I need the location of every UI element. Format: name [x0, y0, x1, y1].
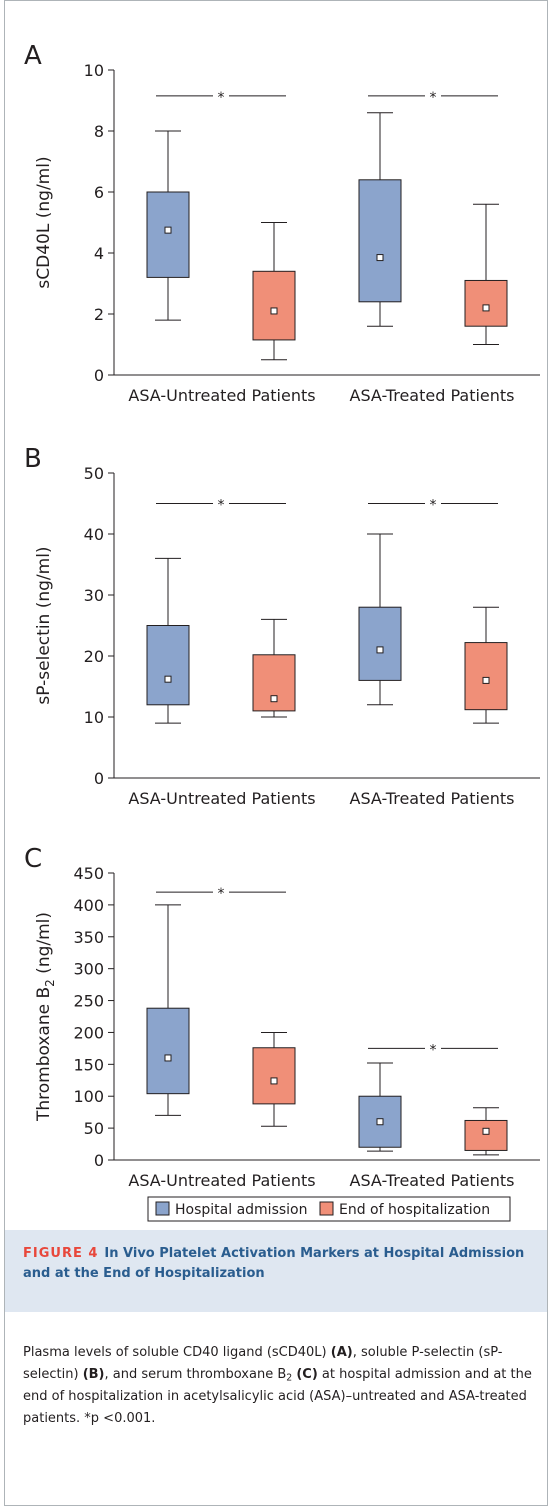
box-iqr	[146, 625, 190, 706]
box-iqr	[146, 191, 190, 278]
legend-label: End of hospitalization	[339, 1202, 490, 1218]
y-tick-label: 100	[73, 1087, 104, 1106]
x-category-label: ASA-Untreated Patients	[128, 1171, 315, 1190]
caption-text: , soluble P-selectin (sP-selectin)	[23, 1345, 503, 1382]
y-tick-label: 0	[94, 769, 104, 788]
y-axis-title: Thromboxane B2 (ng/ml)	[34, 912, 57, 1122]
median-marker	[482, 676, 490, 684]
box-iqr	[464, 279, 508, 327]
median-marker	[482, 304, 490, 312]
median-marker	[482, 1127, 490, 1135]
caption-ref-c: (C)	[296, 1367, 318, 1382]
y-tick-label: 2	[94, 305, 104, 324]
y-tick-label: 350	[73, 928, 104, 947]
significance-asterisk: *	[218, 498, 225, 514]
y-tick-label: 8	[94, 122, 104, 141]
significance-asterisk: *	[218, 90, 225, 106]
y-tick-label: 10	[84, 708, 104, 727]
y-tick-label: 450	[73, 864, 104, 883]
significance-asterisk: *	[430, 90, 437, 106]
figure-caption-title: FIGURE 4 In Vivo Platelet Activation Mark…	[23, 1244, 533, 1284]
x-category-label: ASA-Treated Patients	[350, 1171, 515, 1190]
box-iqr	[252, 654, 296, 712]
caption-text: , and serum thromboxane B	[104, 1367, 287, 1382]
y-tick-label: 0	[94, 1151, 104, 1170]
y-tick-label: 0	[94, 366, 104, 385]
y-tick-label: 50	[84, 464, 104, 483]
median-marker	[164, 1054, 172, 1062]
median-marker	[376, 254, 384, 262]
x-category-label: ASA-Untreated Patients	[128, 789, 315, 808]
caption-text: Plasma levels of soluble CD40 ligand (sC…	[23, 1345, 331, 1360]
y-tick-label: 6	[94, 183, 104, 202]
panel-label: B	[24, 444, 42, 474]
y-tick-label: 30	[84, 586, 104, 605]
box-iqr	[464, 1119, 508, 1151]
y-axis-title-subscript: 2	[43, 979, 57, 987]
box-iqr	[146, 1007, 190, 1095]
legend-label: Hospital admission	[175, 1202, 307, 1218]
y-tick-label: 40	[84, 525, 104, 544]
median-marker	[270, 307, 278, 315]
y-tick-label: 4	[94, 244, 104, 263]
figure-title: In Vivo Platelet Activation Markers at H…	[23, 1246, 525, 1281]
y-tick-label: 10	[84, 61, 104, 80]
box-iqr	[358, 179, 402, 303]
x-category-label: ASA-Treated Patients	[350, 789, 515, 808]
y-tick-label: 400	[73, 896, 104, 915]
box-iqr	[358, 606, 402, 681]
caption-title-band	[5, 1230, 547, 1312]
y-axis-title: sCD40L (ng/ml)	[34, 156, 54, 288]
box-iqr	[252, 1047, 296, 1105]
significance-asterisk: *	[430, 1042, 437, 1058]
legend-swatch	[319, 1201, 334, 1216]
box-plot-figure: A 0 2 4 6 8 10 sCD40L (ng/ml) ASA-Untreated Pati…	[24, 41, 540, 1222]
y-tick-label: 300	[73, 960, 104, 979]
y-tick-label: 250	[73, 992, 104, 1011]
box-iqr	[464, 642, 508, 711]
caption-subscript: 2	[286, 1372, 293, 1384]
legend-swatch	[155, 1201, 170, 1216]
figure-label: FIGURE 4	[23, 1246, 99, 1261]
median-marker	[270, 695, 278, 703]
y-tick-label: 50	[84, 1119, 104, 1138]
x-category-label: ASA-Untreated Patients	[128, 386, 315, 405]
caption-text: at hospital admission and at the end of …	[23, 1367, 532, 1426]
y-axis-title: sP-selectin (ng/ml)	[34, 546, 54, 704]
median-marker	[270, 1077, 278, 1085]
y-tick-label: 200	[73, 1023, 104, 1042]
box-iqr	[252, 270, 296, 341]
median-marker	[164, 675, 172, 683]
caption-ref-b: (B)	[82, 1367, 105, 1382]
panel-label: C	[24, 844, 42, 874]
median-marker	[376, 646, 384, 654]
significance-asterisk: *	[430, 498, 437, 514]
y-tick-label: 150	[73, 1055, 104, 1074]
panel-label: A	[24, 41, 42, 71]
significance-asterisk: *	[218, 886, 225, 902]
caption-ref-a: (A)	[330, 1345, 353, 1360]
x-category-label: ASA-Treated Patients	[350, 386, 515, 405]
y-axis-title-unit: (ng/ml)	[34, 912, 54, 979]
y-tick-label: 20	[84, 647, 104, 666]
y-axis-title-text: Thromboxane B	[34, 987, 54, 1122]
figure-caption-body: Plasma levels of soluble CD40 ligand (sC…	[23, 1342, 535, 1430]
median-marker	[376, 1118, 384, 1126]
median-marker	[164, 226, 172, 234]
